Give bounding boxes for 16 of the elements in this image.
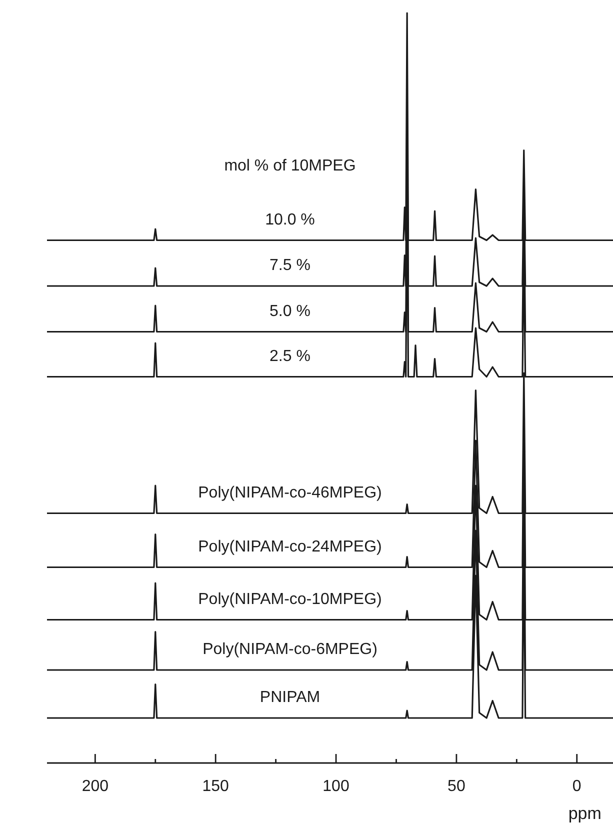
series-label: 2.5 % <box>270 348 310 365</box>
series-label: 10.0 % <box>265 211 315 228</box>
x-tick-label: 0 <box>572 778 582 795</box>
annotation: mol % of 10MPEG <box>224 157 356 174</box>
series-label: Poly(NIPAM-co-6MPEG) <box>202 641 378 658</box>
x-tick-label: 200 <box>82 778 109 795</box>
series-label: Poly(NIPAM-co-10MPEG) <box>198 590 382 608</box>
x-tick-label: 50 <box>448 778 466 795</box>
x-tick-label: 100 <box>322 778 350 795</box>
series-label: 7.5 % <box>270 257 310 274</box>
x-axis-title: ppm <box>568 804 602 823</box>
series-label: PNIPAM <box>260 689 320 706</box>
x-tick-label: 150 <box>202 778 230 795</box>
series-label: Poly(NIPAM-co-46MPEG) <box>198 484 382 502</box>
series-label: Poly(NIPAM-co-24MPEG) <box>198 538 382 556</box>
series-label: 5.0 % <box>270 302 310 320</box>
